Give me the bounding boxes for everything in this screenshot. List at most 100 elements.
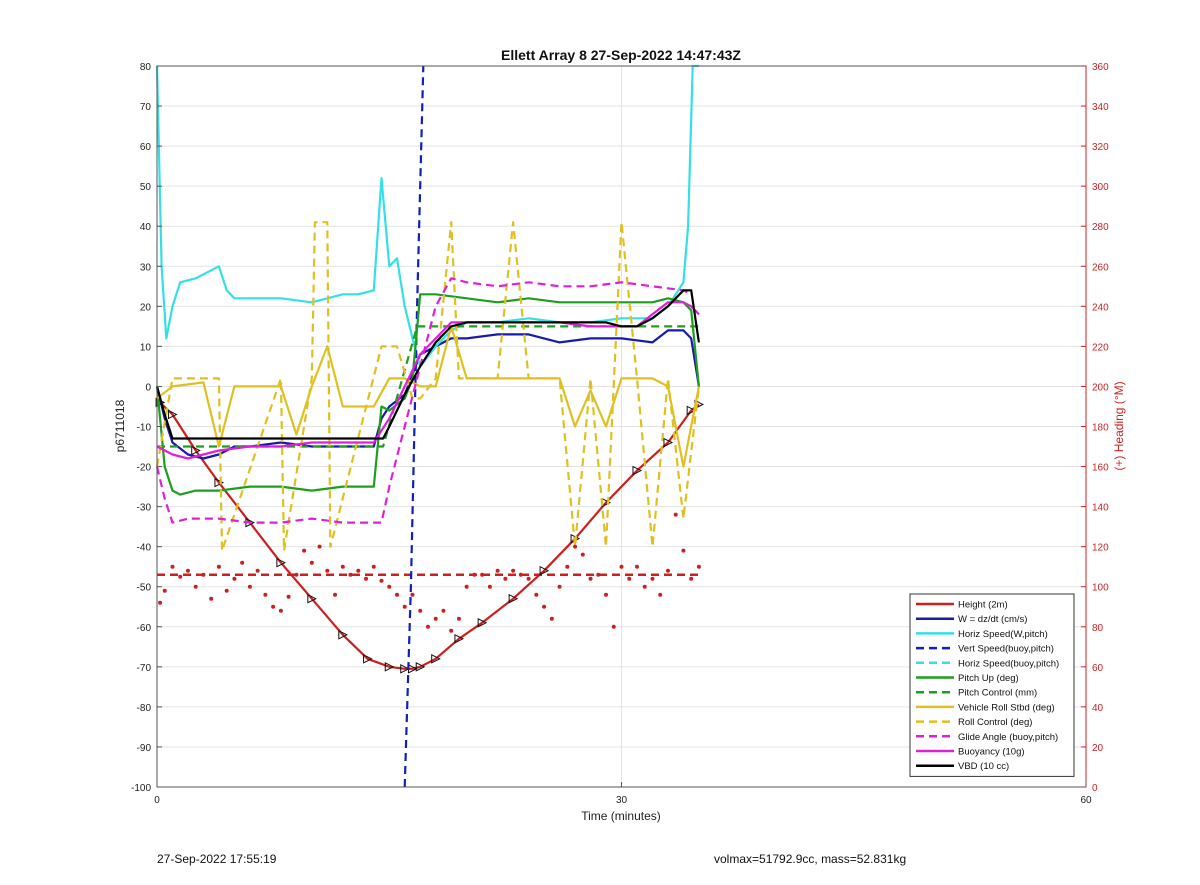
series-heading-point-34 bbox=[418, 608, 423, 613]
y-tick-label-10: 0 bbox=[145, 382, 151, 393]
series-heading-point-15 bbox=[271, 604, 276, 609]
series-heading-point-5 bbox=[193, 584, 198, 589]
series-heading-point-17 bbox=[286, 594, 291, 599]
series-heading-point-41 bbox=[472, 572, 477, 577]
y-tick-label-1: -90 bbox=[137, 743, 152, 754]
footer-timestamp: 27-Sep-2022 17:55:19 bbox=[157, 852, 277, 866]
y2-tick-label-0: 0 bbox=[1092, 783, 1098, 794]
series-heading-point-14 bbox=[263, 592, 268, 597]
y2-tick-label-10: 200 bbox=[1092, 382, 1109, 393]
series-heading-point-44 bbox=[495, 568, 500, 573]
series-height-2m-marker-10 bbox=[400, 664, 410, 674]
y-tick-label-12: 20 bbox=[140, 302, 152, 313]
series-heading-point-11 bbox=[240, 560, 245, 565]
series-heading-point-22 bbox=[325, 568, 330, 573]
series-heading-point-24 bbox=[340, 564, 345, 569]
series-heading-point-12 bbox=[247, 584, 252, 589]
series-glide-angle-buoy-pitch bbox=[155, 277, 692, 524]
series-heading-point-6 bbox=[201, 572, 206, 577]
series-heading-point-8 bbox=[216, 564, 221, 569]
series-height-2m-marker-3 bbox=[214, 477, 225, 488]
legend-label-3: Vert Speed(buoy,pitch) bbox=[958, 644, 1054, 655]
y-tick-label-9: -10 bbox=[137, 423, 152, 434]
y-tick-label-5: -50 bbox=[137, 583, 152, 594]
series-height-2m-marker-21 bbox=[663, 437, 674, 448]
series-heading-point-40 bbox=[464, 584, 469, 589]
series-horiz-speed-w-pitch bbox=[155, 64, 699, 368]
x-tick-label-1: 30 bbox=[616, 795, 628, 806]
series-heading-point-54 bbox=[573, 544, 578, 549]
series-heading-point-59 bbox=[611, 624, 616, 629]
axes: -100-90-80-70-60-50-40-30-20-10010203040… bbox=[131, 62, 1109, 806]
series-heading-point-47 bbox=[518, 572, 523, 577]
series-heading-point-21 bbox=[317, 544, 322, 549]
series-pitch-control-mm bbox=[157, 325, 699, 448]
series-height-2m-marker-12 bbox=[415, 662, 426, 672]
series-heading-point-1 bbox=[162, 588, 167, 593]
series-heading-point-0 bbox=[158, 600, 163, 605]
legend-label-1: W = dz/dt (cm/s) bbox=[958, 614, 1027, 625]
series-height-2m-marker-17 bbox=[539, 565, 550, 576]
series-heading-point-26 bbox=[356, 568, 361, 573]
series-heading-point-32 bbox=[402, 604, 407, 609]
y-tick-label-7: -30 bbox=[137, 503, 152, 514]
y2-tick-label-15: 300 bbox=[1092, 182, 1109, 193]
series-heading-point-42 bbox=[480, 572, 485, 577]
series-heading-point-13 bbox=[255, 568, 260, 573]
x-tick-label-0: 0 bbox=[154, 795, 160, 806]
series-heading-point-10 bbox=[232, 576, 237, 581]
y-tick-label-16: 60 bbox=[140, 142, 152, 153]
series-heading-point-67 bbox=[673, 512, 678, 517]
y2-tick-label-11: 220 bbox=[1092, 342, 1109, 353]
series-heading-point-64 bbox=[650, 576, 655, 581]
series-vert-speed-buoy-pitch bbox=[403, 65, 425, 788]
series-vbd-10-cc bbox=[155, 289, 700, 440]
series-heading-point-20 bbox=[309, 560, 314, 565]
series-roll-control-deg bbox=[155, 221, 700, 552]
legend-box bbox=[909, 593, 1075, 777]
series-heading-point-3 bbox=[178, 574, 183, 579]
series-heading-point-29 bbox=[379, 578, 384, 583]
legend-label-5: Pitch Up (deg) bbox=[958, 673, 1019, 684]
series-height-2m-marker-5 bbox=[276, 557, 286, 568]
legend-label-8: Roll Control (deg) bbox=[958, 717, 1032, 728]
series-heading-point-70 bbox=[696, 564, 701, 569]
series-height-2m bbox=[159, 401, 700, 670]
series-heading-point-35 bbox=[425, 624, 430, 629]
series-height-2m-marker-20 bbox=[632, 465, 643, 476]
series-height-2m-marker-1 bbox=[167, 409, 178, 420]
series-heading-point-9 bbox=[224, 588, 229, 593]
series-buoyancy-10g bbox=[156, 301, 700, 460]
series-heading-point-65 bbox=[658, 592, 663, 597]
y-tick-label-0: -100 bbox=[131, 783, 151, 794]
y-tick-label-11: 10 bbox=[140, 342, 152, 353]
series-heading-point-38 bbox=[449, 628, 454, 633]
series-heading-point-69 bbox=[689, 576, 694, 581]
legend-label-4: Horiz Speed(buoy,pitch) bbox=[958, 658, 1059, 669]
legend: Height (2m) W = dz/dt (cm/s) Horiz Speed(W… bbox=[909, 593, 1075, 777]
y2-tick-label-17: 340 bbox=[1092, 102, 1109, 113]
series-heading-point-56 bbox=[588, 576, 593, 581]
y2-tick-label-2: 40 bbox=[1092, 703, 1104, 714]
plot-area bbox=[155, 64, 705, 788]
series-heading-point-62 bbox=[634, 564, 639, 569]
series-heading-point-50 bbox=[542, 604, 547, 609]
x-axis-label: Time (minutes) bbox=[581, 809, 661, 823]
series-height-2m-marker-9 bbox=[384, 662, 395, 672]
series-height-2m-marker-16 bbox=[508, 593, 519, 604]
y-tick-label-6: -40 bbox=[137, 543, 152, 554]
y2-tick-label-14: 280 bbox=[1092, 222, 1109, 233]
y2-tick-label-13: 260 bbox=[1092, 262, 1109, 273]
footer-volmax-mass: volmax=51792.9cc, mass=52.831kg bbox=[714, 852, 907, 866]
series-heading-point-4 bbox=[185, 568, 190, 573]
series-heading bbox=[158, 512, 701, 633]
series-height-2m-marker-6 bbox=[307, 593, 317, 604]
legend-label-6: Pitch Control (mm) bbox=[958, 688, 1037, 699]
series-height-2m-marker-13 bbox=[431, 654, 441, 664]
y-tick-label-4: -60 bbox=[137, 623, 152, 634]
y-tick-label-18: 80 bbox=[140, 62, 152, 73]
x-tick-label-2: 60 bbox=[1080, 795, 1092, 806]
series-heading-point-45 bbox=[503, 576, 508, 581]
series-heading-point-46 bbox=[511, 568, 516, 573]
